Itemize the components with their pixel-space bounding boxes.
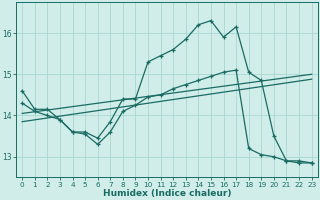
X-axis label: Humidex (Indice chaleur): Humidex (Indice chaleur)	[103, 189, 231, 198]
